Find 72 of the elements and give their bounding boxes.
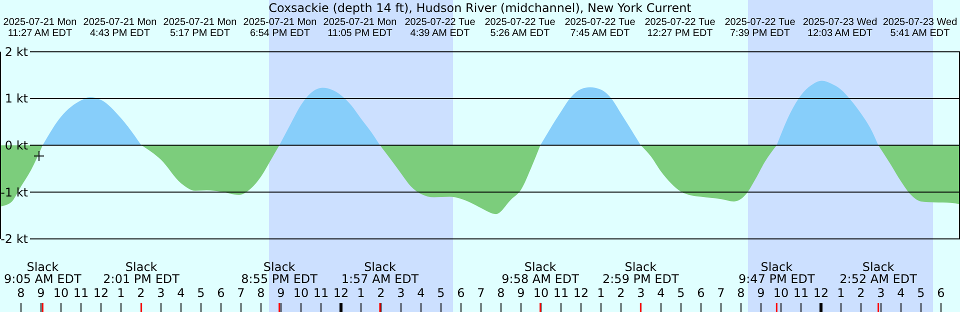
x-tick-label: 4 [177, 286, 185, 300]
x-tick-label: 6 [937, 286, 945, 300]
text: 2025-07-22 Tue 5:26 AM EDT [484, 17, 556, 39]
text: 2025-07-22 Tue 4:39 AM EDT [404, 17, 476, 39]
x-tick-label: 5 [197, 286, 205, 300]
x-tick-label: 5 [677, 286, 685, 300]
text: 2025-07-21 Mon 11:27 AM EDT [3, 17, 77, 39]
ref-line-label: Slack 9:58 AM EDT [502, 260, 580, 286]
x-tick-label: 9 [757, 286, 765, 300]
x-tick-label: 8 [17, 286, 25, 300]
x-tick-label: 1 [357, 286, 365, 300]
x-tick-label: 12 [813, 286, 829, 300]
x-tick-label: 3 [637, 286, 645, 300]
x-tick-label: 1 [837, 286, 845, 300]
text: 2025-07-21 Mon 5:17 PM EDT [163, 17, 237, 39]
text: 2025-07-23 Wed 12:03 AM EDT [802, 17, 878, 39]
text: 2025-07-23 Wed 5:41 AM EDT [882, 17, 958, 39]
x-tick-label: 11 [313, 286, 329, 300]
ref-line-label: Slack 2:59 PM EDT [602, 260, 680, 286]
chart-title: Coxsackie (depth 14 ft), Hudson River (midchannel), New York Current [268, 1, 692, 15]
ref-line-label: Slack 9:47 PM EDT [738, 260, 816, 286]
x-tick-label: 1 [597, 286, 605, 300]
x-tick-label: 6 [217, 286, 225, 300]
x-tick-label: 10 [773, 286, 789, 300]
ref-line-label: Slack 8:55 PM EDT [241, 260, 318, 286]
x-tick-label: 3 [157, 286, 165, 300]
x-tick-label: 5 [437, 286, 445, 300]
ref-line-label: Slack 2:01 PM EDT [103, 260, 180, 286]
text: 2025-07-22 Tue 12:27 PM EDT [644, 17, 716, 39]
x-tick-label: 10 [293, 286, 309, 300]
x-tick-label: 12 [93, 286, 109, 300]
text: 2025-07-22 Tue 7:45 AM EDT [564, 17, 636, 39]
x-tick-label: 9 [37, 286, 45, 300]
x-tick-label: 3 [877, 286, 885, 300]
x-tick-label: 3 [397, 286, 405, 300]
text: 2025-07-22 Tue 7:39 PM EDT [724, 17, 796, 39]
x-tick-label: 9 [517, 286, 525, 300]
text: 2025-07-21 Mon 6:54 PM EDT [243, 17, 317, 39]
x-tick-label: 4 [897, 286, 905, 300]
x-tick-label: 9 [277, 286, 285, 300]
x-tick-label: 12 [333, 286, 349, 300]
x-tick-label: 7 [237, 286, 245, 300]
x-tick-label: 11 [553, 286, 569, 300]
x-tick-label: 10 [53, 286, 69, 300]
text: 2025-07-21 Mon 4:43 PM EDT [83, 17, 157, 39]
x-tick-label: 2 [377, 286, 385, 300]
x-tick-label: 8 [737, 286, 745, 300]
x-tick-label: 2 [857, 286, 865, 300]
ref-line-label: Slack 2:52 AM EDT [840, 260, 918, 286]
x-tick-label: 12 [573, 286, 589, 300]
x-tick-label: 11 [73, 286, 89, 300]
x-tick-label: 11 [793, 286, 809, 300]
text: 2025-07-21 Mon 11:05 PM EDT [323, 17, 397, 39]
ref-line-label: Slack 1:57 AM EDT [341, 260, 420, 286]
x-tick-label: 2 [137, 286, 145, 300]
y-tick-label: -1 kt [0, 185, 28, 200]
x-tick-label: 5 [917, 286, 925, 300]
x-tick-label: 6 [697, 286, 705, 300]
x-tick-label: 8 [257, 286, 265, 300]
y-tick-label: 2 kt [4, 44, 28, 59]
x-tick-label: 7 [717, 286, 725, 300]
x-tick-label: 10 [533, 286, 549, 300]
x-tick-label: 2 [617, 286, 625, 300]
ref-line-label: Slack 9:05 AM EDT [4, 260, 82, 286]
x-tick-label: 6 [457, 286, 465, 300]
y-tick-label: -2 kt [0, 232, 28, 246]
x-tick-label: 1 [117, 286, 125, 300]
x-tick-label: 7 [477, 286, 485, 300]
y-tick-label: 1 kt [4, 92, 28, 106]
x-tick-label: 8 [497, 286, 505, 300]
x-tick-label: 4 [417, 286, 425, 300]
x-tick-label: 4 [657, 286, 665, 300]
